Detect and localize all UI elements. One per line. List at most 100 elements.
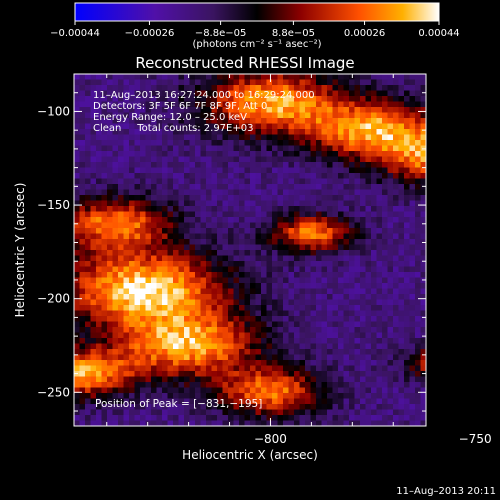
heatmap-cell — [288, 145, 295, 152]
heatmap-cell — [156, 321, 163, 328]
heatmap-cell — [233, 167, 240, 174]
heatmap-cell — [338, 206, 344, 212]
heatmap-cell — [129, 387, 135, 394]
heatmap-cell — [200, 206, 207, 212]
heatmap-cell — [420, 415, 427, 421]
heatmap-cell — [74, 349, 80, 355]
heatmap-cell — [167, 316, 174, 322]
heatmap-cell — [266, 277, 273, 284]
heatmap-cell — [96, 305, 102, 311]
heatmap-cell — [283, 129, 289, 135]
heatmap-cell — [112, 338, 119, 344]
heatmap-cell — [206, 261, 212, 267]
heatmap-cell — [349, 200, 355, 207]
heatmap-cell — [184, 195, 190, 201]
heatmap-cell — [96, 156, 102, 163]
heatmap-cell — [393, 332, 399, 339]
heatmap-cell — [409, 101, 416, 108]
heatmap-cell — [277, 316, 284, 322]
heatmap-cell — [365, 96, 372, 102]
heatmap-cell — [316, 360, 322, 366]
heatmap-cell — [393, 415, 399, 421]
heatmap-cell — [189, 338, 196, 344]
heatmap-cell — [409, 305, 416, 311]
heatmap-cell — [118, 316, 124, 322]
heatmap-cell — [151, 261, 157, 267]
heatmap-cell — [90, 316, 97, 322]
heatmap-cell — [151, 90, 157, 97]
heatmap-cell — [140, 376, 146, 383]
heatmap-cell — [365, 404, 372, 410]
heatmap-cell — [151, 145, 157, 152]
heatmap-cell — [288, 299, 295, 306]
heatmap-cell — [123, 387, 130, 394]
heatmap-cell — [371, 74, 377, 80]
heatmap-cell — [277, 112, 284, 119]
heatmap-cell — [387, 96, 394, 102]
heatmap-cell — [233, 393, 240, 399]
heatmap-cell — [134, 261, 141, 267]
heatmap-cell — [101, 420, 108, 427]
heatmap-cell — [112, 211, 119, 218]
heatmap-cell — [354, 354, 361, 361]
heatmap-cell — [266, 321, 273, 328]
heatmap-cell — [261, 409, 267, 416]
plot-frame — [73, 73, 427, 427]
heatmap-cell — [96, 200, 102, 207]
heatmap-cell — [222, 376, 229, 383]
heatmap-cell — [294, 200, 300, 207]
heatmap-cell — [239, 101, 245, 108]
heatmap-cell — [211, 349, 218, 355]
heatmap-cell — [101, 288, 108, 295]
heatmap-cell — [239, 332, 245, 339]
heatmap-cell — [206, 420, 212, 427]
heatmap-cell — [74, 255, 80, 262]
heatmap-cell — [294, 255, 300, 262]
heatmap-cell — [184, 393, 190, 399]
heatmap-cell — [211, 316, 218, 322]
heatmap-cell — [233, 266, 240, 273]
heatmap-cell — [349, 338, 355, 344]
heatmap-cell — [338, 299, 344, 306]
heatmap-cell — [85, 79, 91, 86]
heatmap-cell — [96, 398, 102, 405]
heatmap-cell — [129, 349, 135, 355]
heatmap-cell — [316, 371, 322, 377]
heatmap-cell — [151, 195, 157, 201]
heatmap-cell — [123, 409, 130, 416]
heatmap-cell — [277, 387, 284, 394]
heatmap-cell — [90, 112, 97, 119]
heatmap-cell — [189, 321, 196, 328]
heatmap-cell — [222, 85, 229, 91]
heatmap-cell — [277, 239, 284, 245]
heatmap-cell — [200, 305, 207, 311]
heatmap-cell — [294, 404, 300, 410]
heatmap-cell — [85, 382, 91, 388]
heatmap-cell — [376, 409, 383, 416]
heatmap-cell — [140, 129, 146, 135]
heatmap-cell — [200, 123, 207, 130]
heatmap-cell — [409, 266, 416, 273]
heatmap-cell — [332, 112, 339, 119]
heatmap-cell — [200, 107, 207, 113]
heatmap-cell — [189, 365, 196, 372]
heatmap-cell — [327, 228, 333, 234]
heatmap-cell — [173, 162, 179, 168]
heatmap-cell — [217, 332, 223, 339]
heatmap-cell — [112, 162, 119, 168]
heatmap-cell — [167, 365, 174, 372]
heatmap-cell — [239, 387, 245, 394]
heatmap-cell — [288, 283, 295, 289]
heatmap-cell — [365, 85, 372, 91]
heatmap-cell — [277, 343, 284, 350]
heatmap-cell — [349, 255, 355, 262]
heatmap-cell — [409, 85, 416, 91]
heatmap-cell — [255, 167, 262, 174]
heatmap-cell — [167, 387, 174, 394]
heatmap-cell — [134, 123, 141, 130]
heatmap-cell — [354, 398, 361, 405]
heatmap-cell — [112, 74, 119, 80]
heatmap-cell — [96, 376, 102, 383]
heatmap-cell — [261, 316, 267, 322]
heatmap-cell — [167, 371, 174, 377]
